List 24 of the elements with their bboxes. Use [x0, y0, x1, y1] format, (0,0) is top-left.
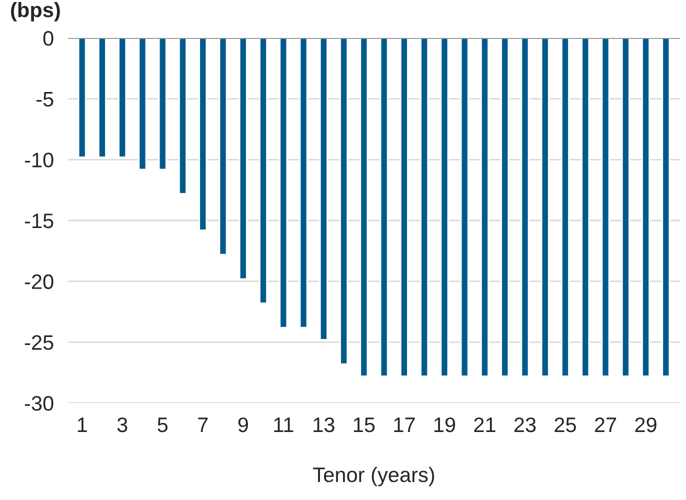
chart-title: (bps): [11, 2, 60, 22]
x-tick-label: 23: [514, 417, 536, 432]
x-tick-label: 13: [314, 417, 334, 432]
y-tick-label: -10: [24, 152, 54, 168]
y-tick-label: -15: [24, 214, 54, 228]
x-tick-label: 27: [594, 417, 616, 432]
x-tick-label: 17: [394, 418, 415, 432]
x-axis-title: Tenor (years): [313, 466, 434, 486]
x-tick-label: 29: [635, 417, 656, 432]
x-tick-label: 1: [78, 418, 87, 432]
x-tick-label: 3: [117, 417, 128, 432]
y-tick-label: -5: [36, 92, 54, 107]
y-tick-label: -20: [24, 274, 54, 290]
y-tick-label: -30: [24, 396, 54, 411]
y-tick-label: -25: [24, 335, 54, 350]
x-tick-label: 15: [354, 418, 375, 432]
x-tick-label: 21: [474, 417, 496, 432]
x-tick-label: 5: [158, 418, 168, 432]
x-tick-label: 11: [274, 418, 294, 432]
x-tick-label: 7: [198, 418, 208, 432]
x-tick-label: 19: [434, 417, 456, 432]
y-tick-label: 0: [43, 31, 54, 46]
x-tick-label: 9: [238, 417, 248, 432]
x-tick-label: 25: [554, 417, 576, 432]
